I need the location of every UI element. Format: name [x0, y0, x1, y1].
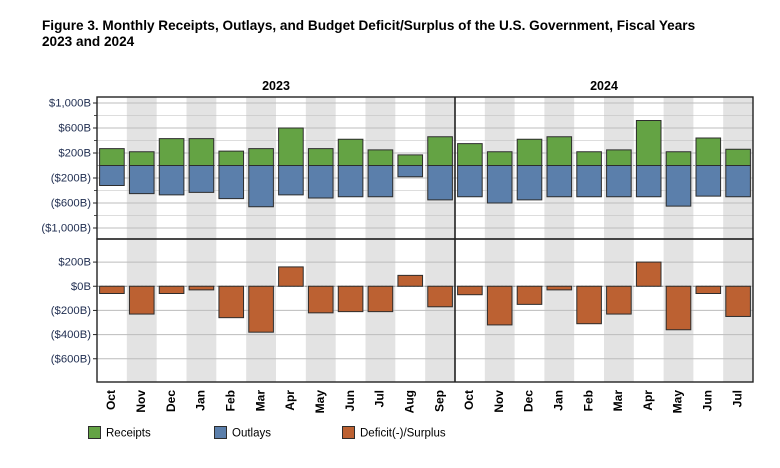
svg-text:Mar: Mar: [253, 390, 267, 412]
svg-text:Jun: Jun: [700, 390, 714, 411]
svg-text:Oct: Oct: [462, 390, 476, 410]
svg-text:$200B: $200B: [58, 148, 91, 160]
svg-text:($600B): ($600B): [51, 353, 91, 365]
svg-text:Nov: Nov: [134, 390, 148, 413]
svg-text:$0B: $0B: [71, 281, 91, 293]
svg-text:$600B: $600B: [58, 123, 91, 135]
svg-text:Dec: Dec: [522, 390, 536, 412]
svg-text:Jul: Jul: [373, 390, 387, 407]
svg-text:Feb: Feb: [223, 390, 237, 411]
svg-text:Jun: Jun: [343, 390, 357, 411]
svg-text:Feb: Feb: [581, 390, 595, 411]
svg-text:($200B): ($200B): [51, 173, 91, 185]
svg-text:Oct: Oct: [104, 390, 118, 410]
svg-text:Apr: Apr: [283, 390, 297, 411]
svg-text:Jan: Jan: [194, 390, 208, 411]
svg-text:($600B): ($600B): [51, 198, 91, 210]
svg-text:Jul: Jul: [730, 390, 744, 407]
svg-text:Jan: Jan: [551, 390, 565, 411]
svg-text:$1,000B: $1,000B: [49, 98, 91, 110]
svg-text:($1,000B): ($1,000B): [41, 223, 91, 235]
svg-text:Dec: Dec: [164, 390, 178, 412]
svg-text:Apr: Apr: [641, 390, 655, 411]
svg-text:Sep: Sep: [432, 390, 446, 412]
svg-text:Aug: Aug: [402, 390, 416, 413]
svg-text:Mar: Mar: [611, 390, 625, 412]
svg-text:($200B): ($200B): [51, 305, 91, 317]
svg-text:($400B): ($400B): [51, 329, 91, 341]
svg-text:Nov: Nov: [492, 390, 506, 413]
svg-text:May: May: [671, 390, 685, 414]
svg-text:$200B: $200B: [58, 257, 91, 269]
svg-text:May: May: [313, 390, 327, 414]
